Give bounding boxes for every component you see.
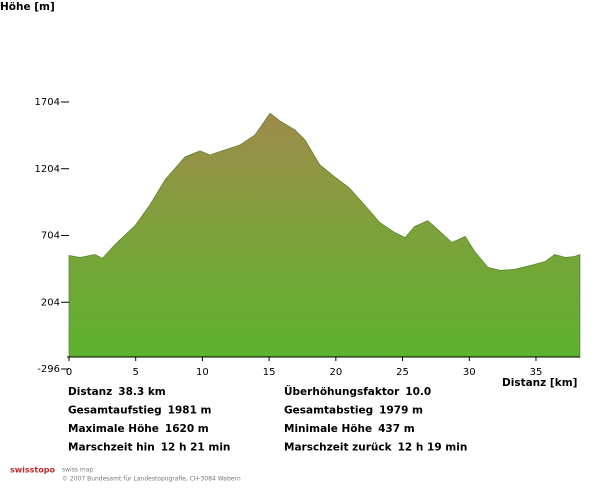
stat-label: Maximale Höhe	[68, 423, 159, 435]
x-tick-label: 10	[196, 367, 209, 378]
stat-value: 1981 m	[168, 405, 212, 417]
stat-label: Überhöhungsfaktor	[284, 384, 400, 398]
y-tick-label: 204	[41, 297, 60, 308]
stat-label: Gesamtabstieg	[284, 405, 373, 417]
elevation-area	[68, 112, 581, 358]
stat-label: Minimale Höhe	[284, 423, 372, 435]
stat-value: 10.0	[405, 386, 431, 398]
stat: Überhöhungsfaktor 10.0	[284, 384, 431, 398]
stat-label: Marschzeit zurück	[284, 442, 393, 454]
x-tick-label: 35	[530, 367, 543, 378]
stat-value: 1979 m	[379, 405, 423, 417]
stat: Marschzeit zurück 12 h 19 min	[284, 442, 467, 454]
stat-label: Distanz	[68, 386, 112, 398]
stat: Gesamtabstieg 1979 m	[284, 405, 423, 417]
stat-label: Marschzeit hin	[68, 442, 155, 454]
x-tick-label: 0	[66, 367, 72, 378]
x-tick-label: 25	[396, 367, 409, 378]
product: swiss map	[62, 467, 93, 474]
copyright: © 2007 Bundesamt für Landestopografie, C…	[62, 476, 241, 483]
x-tick-label: 30	[463, 367, 476, 378]
x-tick-label: 20	[329, 367, 342, 378]
x-tick-label: 5	[133, 367, 139, 378]
stat: Gesamtaufstieg 1981 m	[68, 405, 212, 417]
stat: Marschzeit hin 12 h 21 min	[68, 442, 230, 454]
stat-value: 38.3 km	[118, 386, 166, 398]
stat-value: 12 h 21 min	[161, 442, 231, 454]
y-axis-label: Höhe [m]	[0, 1, 55, 13]
logo: swisstopo	[10, 466, 55, 475]
y-tick-label: 704	[41, 231, 60, 242]
x-axis-label: Distanz [km]	[502, 377, 577, 389]
stat-value: 1620 m	[165, 423, 209, 435]
stat: Maximale Höhe 1620 m	[68, 423, 209, 435]
stat: Minimale Höhe 437 m	[284, 423, 415, 435]
stat: Distanz 38.3 km	[68, 386, 166, 398]
stat-value: 437 m	[378, 423, 415, 435]
stat-value: 12 h 19 min	[398, 442, 468, 454]
y-tick-label: 1704	[35, 97, 60, 108]
x-tick-label: 15	[263, 367, 276, 378]
y-tick-label: -296	[37, 364, 60, 375]
stat-label: Gesamtaufstieg	[68, 405, 162, 417]
y-tick-label: 1204	[35, 164, 60, 175]
